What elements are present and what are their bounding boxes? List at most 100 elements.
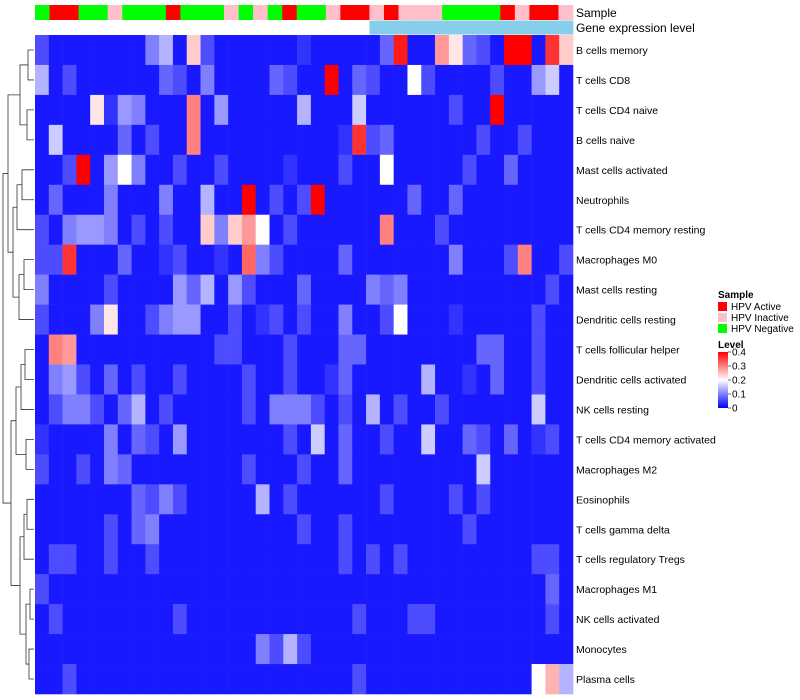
heatmap-cell-r10-c38 <box>559 334 574 365</box>
heatmap-cell-r14-c29 <box>435 454 450 485</box>
heatmap-cell-r6-c4 <box>90 214 105 245</box>
dendrogram-branch <box>18 274 34 320</box>
heatmap-cell-r0-c6 <box>117 35 132 66</box>
heatmap-cell-r5-c22 <box>338 184 353 216</box>
heatmap-cell-r6-c38 <box>559 214 574 245</box>
heatmap-cell-r18-c29 <box>435 574 450 605</box>
heatmap-cell-r12-c37 <box>545 394 560 425</box>
heatmap-cell-r14-c16 <box>255 454 270 485</box>
heatmap-cell-r18-c7 <box>131 574 146 605</box>
heatmap-cell-r20-c15 <box>241 634 257 665</box>
heatmap-cell-r5-c26 <box>393 184 408 216</box>
heatmap-cell-r13-c29 <box>435 424 450 455</box>
heatmap-cell-r15-c32 <box>476 484 491 515</box>
heatmap-cell-r15-c31 <box>462 484 477 515</box>
heatmap-cell-r7-c16 <box>255 244 270 275</box>
heatmap-cell-r14-c22 <box>338 454 353 485</box>
heatmap-cell-r15-c7 <box>131 484 146 515</box>
heatmap-cell-r0-c16 <box>255 35 270 66</box>
heatmap-cell-r8-c23 <box>352 274 367 305</box>
heatmap-cell-r12-c15 <box>241 394 257 425</box>
heatmap-cell-r21-c13 <box>214 664 229 695</box>
heatmap-cell-r8-c34 <box>504 274 519 305</box>
annotation-cell-gene-expression-level-4 <box>93 20 108 35</box>
heatmap-cell-r17-c27 <box>407 544 422 575</box>
annotation-cell-gene-expression-level-12 <box>209 20 225 35</box>
heatmap-cell-r12-c31 <box>462 394 477 425</box>
heatmap-cell-r9-c24 <box>366 304 381 335</box>
heatmap-cell-r2-c29 <box>435 94 450 126</box>
heatmap-cell-r0-c1 <box>48 35 63 66</box>
heatmap-cell-r20-c37 <box>545 634 560 665</box>
heatmap-cell-r11-c27 <box>407 364 422 395</box>
heatmap-cell-r15-c33 <box>490 484 505 515</box>
annotation-cell-gene-expression-level-20 <box>325 20 341 35</box>
heatmap-cell-r17-c15 <box>241 544 257 575</box>
heatmap-cell-r9-c32 <box>476 304 491 335</box>
heatmap-cell-r10-c18 <box>283 334 298 365</box>
heatmap-cell-r15-c5 <box>103 484 119 515</box>
heatmap-cell-r15-c34 <box>504 484 519 515</box>
heatmap-cell-r7-c22 <box>338 244 353 275</box>
heatmap-cell-r6-c37 <box>545 214 560 245</box>
heatmap-cell-r16-c20 <box>310 514 325 545</box>
heatmap-cell-r4-c4 <box>90 154 105 186</box>
annotation-cell-gene-expression-level-21 <box>340 20 356 35</box>
heatmap-cell-r21-c34 <box>504 664 519 695</box>
heatmap-cell-r21-c36 <box>531 664 546 695</box>
heatmap-cell-r13-c19 <box>297 424 312 455</box>
heatmap-cell-r11-c3 <box>76 364 91 395</box>
heatmap-cell-r12-c6 <box>117 394 132 425</box>
heatmap-cell-r20-c7 <box>131 634 146 665</box>
heatmap-cell-r11-c35 <box>517 364 532 395</box>
heatmap-cell-r17-c8 <box>145 544 160 575</box>
heatmap-cell-r20-c25 <box>379 634 394 665</box>
row-label-t-cells-regulatory-tregs: T cells regulatory Tregs <box>576 554 685 566</box>
heatmap-cell-r21-c2 <box>62 664 77 695</box>
heatmap-cell-r2-c16 <box>255 94 270 126</box>
heatmap-cell-r10-c34 <box>504 334 519 365</box>
heatmap-cell-r6-c3 <box>76 214 91 245</box>
heatmap-cell-r10-c23 <box>352 334 367 365</box>
row-label-t-cells-gamma-delta: T cells gamma delta <box>576 524 670 536</box>
heatmap-cell-r2-c14 <box>228 94 243 126</box>
heatmap-cell-r2-c11 <box>186 94 201 126</box>
heatmap-cell-r2-c22 <box>338 94 353 126</box>
heatmap-cell-r20-c1 <box>48 634 63 665</box>
heatmap-cell-r12-c29 <box>435 394 450 425</box>
heatmap-cell-r5-c9 <box>159 184 174 216</box>
heatmap-cell-r5-c20 <box>310 184 325 216</box>
heatmap-cell-r2-c25 <box>379 94 394 126</box>
heatmap-cell-r8-c1 <box>48 274 63 305</box>
heatmap-cell-r20-c27 <box>407 634 422 665</box>
heatmap-cell-r12-c32 <box>476 394 491 425</box>
heatmap-cell-r3-c35 <box>517 124 532 156</box>
annotation-cell-sample-15 <box>253 5 268 20</box>
heatmap-cell-r9-c36 <box>531 304 546 335</box>
heatmap-cell-r12-c8 <box>145 394 160 425</box>
heatmap-cell-r7-c19 <box>297 244 312 275</box>
heatmap-cell-r16-c14 <box>228 514 243 545</box>
heatmap-cell-r8-c15 <box>241 274 257 305</box>
heatmap-cell-r13-c12 <box>200 424 215 455</box>
heatmap-cell-r4-c21 <box>324 154 339 186</box>
heatmap-cell-r2-c9 <box>159 94 174 126</box>
heatmap-cell-r10-c29 <box>435 334 450 365</box>
annotation-cell-sample-35 <box>543 5 559 20</box>
heatmap-cell-r15-c18 <box>283 484 298 515</box>
heatmap-cell-r18-c26 <box>393 574 408 605</box>
heatmap-cell-r10-c9 <box>159 334 174 365</box>
heatmap-cell-r4-c0 <box>35 154 50 186</box>
heatmap-cell-r2-c15 <box>241 94 257 126</box>
heatmap-cell-r1-c16 <box>255 64 270 96</box>
legend-tick-label-4: 0 <box>732 404 738 415</box>
heatmap-cell-r2-c36 <box>531 94 546 126</box>
heatmap-cell-r2-c10 <box>172 94 188 126</box>
heatmap-cell-r10-c22 <box>338 334 353 365</box>
heatmap-cell-r7-c1 <box>48 244 63 275</box>
heatmap-cell-r10-c19 <box>297 334 312 365</box>
annotation-cell-sample-24 <box>383 5 399 20</box>
heatmap-cell-r18-c21 <box>324 574 339 605</box>
heatmap-cell-r5-c14 <box>228 184 243 216</box>
heatmap-cell-r12-c25 <box>379 394 394 425</box>
